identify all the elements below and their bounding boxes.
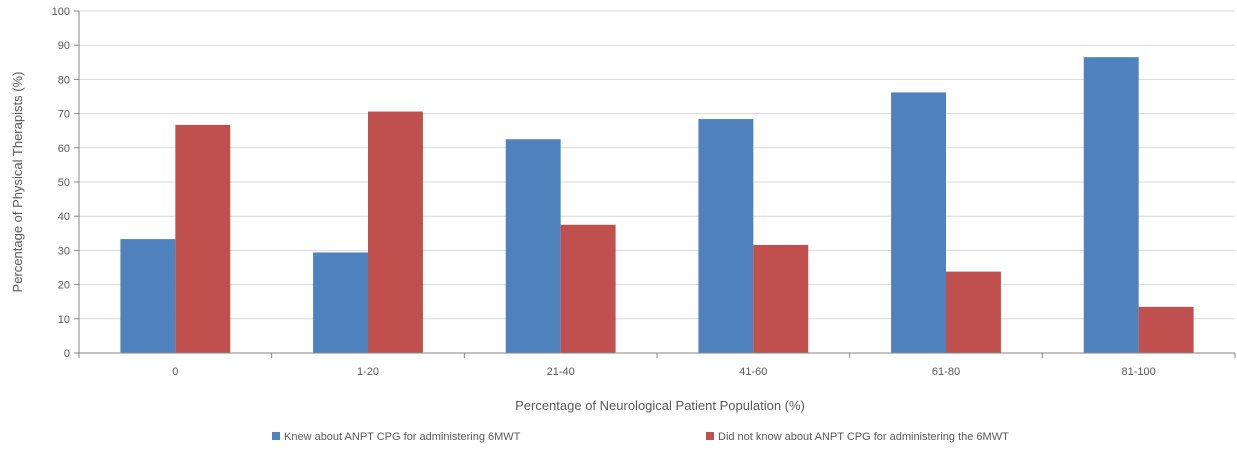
y-tick-label: 70 xyxy=(58,109,70,121)
bar-did-not-know-1-20 xyxy=(368,111,423,353)
x-tick-label: 81-100 xyxy=(1122,366,1156,378)
bar-knew-81-100 xyxy=(1083,57,1139,354)
x-tick-label: 61-80 xyxy=(932,366,960,378)
bar-did-not-know-41-60 xyxy=(753,244,809,353)
y-tick-label: 40 xyxy=(58,211,70,223)
bar-knew-41-60 xyxy=(698,119,754,354)
legend-swatch-knew xyxy=(272,432,280,440)
y-tick-label: 100 xyxy=(52,6,70,18)
legend-label-knew: Knew about ANPT CPG for administering 6M… xyxy=(284,431,521,443)
bar-did-not-know-0 xyxy=(175,124,231,353)
y-tick-label: 60 xyxy=(58,143,70,155)
legend: Knew about ANPT CPG for administering 6M… xyxy=(272,431,1009,443)
x-tick-label: 41-60 xyxy=(739,366,767,378)
y-tick-label: 10 xyxy=(58,314,70,326)
y-axis-title: Percentage of Physical Therapists (%) xyxy=(10,72,25,293)
bars xyxy=(120,57,1194,354)
bar-knew-0 xyxy=(120,239,176,353)
y-tick-label: 20 xyxy=(58,280,70,292)
y-tick-label: 90 xyxy=(58,40,70,52)
legend-swatch-did-not-know xyxy=(706,432,714,440)
bar-did-not-know-21-40 xyxy=(560,224,616,353)
bar-knew-21-40 xyxy=(505,139,561,353)
axes: 0 10 20 30 40 50 60 70 80 90 100 0 1-20 21-40 41-60 61-… xyxy=(52,6,1236,378)
y-tick-label: 80 xyxy=(58,74,70,86)
x-axis-title: Percentage of Neurological Patient Popul… xyxy=(515,398,805,413)
legend-label-did-not-know: Did not know about ANPT CPG for administ… xyxy=(718,431,1009,443)
y-tick-label: 50 xyxy=(58,177,70,189)
gridlines xyxy=(79,10,1235,320)
y-tick-label: 30 xyxy=(58,245,70,257)
bar-did-not-know-81-100 xyxy=(1138,306,1194,353)
x-tick-label: 21-40 xyxy=(547,366,575,378)
bar-knew-1-20 xyxy=(313,252,368,353)
y-tick-label: 0 xyxy=(64,348,70,360)
x-tick-label: 1-20 xyxy=(357,366,379,378)
x-tick-label: 0 xyxy=(172,366,178,378)
bar-knew-61-80 xyxy=(891,92,946,354)
bar-did-not-know-61-80 xyxy=(946,271,1001,353)
